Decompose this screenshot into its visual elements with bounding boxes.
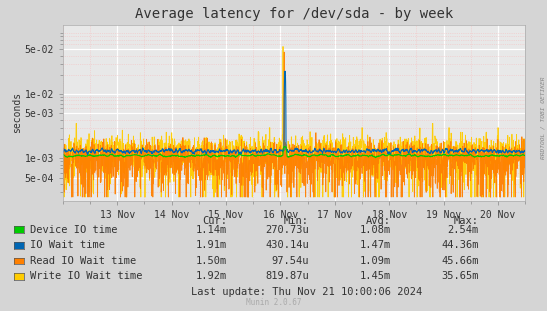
Text: 270.73u: 270.73u xyxy=(265,225,309,235)
Text: Max:: Max: xyxy=(453,216,479,226)
Text: 1.91m: 1.91m xyxy=(196,240,227,250)
Text: Write IO Wait time: Write IO Wait time xyxy=(30,272,143,281)
Text: Device IO time: Device IO time xyxy=(30,225,118,235)
Text: 1.50m: 1.50m xyxy=(196,256,227,266)
Text: Min:: Min: xyxy=(284,216,309,226)
Text: Cur:: Cur: xyxy=(202,216,227,226)
Text: Munin 2.0.67: Munin 2.0.67 xyxy=(246,298,301,307)
Text: 44.36m: 44.36m xyxy=(441,240,479,250)
Text: 1.47m: 1.47m xyxy=(360,240,391,250)
Text: 430.14u: 430.14u xyxy=(265,240,309,250)
Text: 2.54m: 2.54m xyxy=(447,225,479,235)
Y-axis label: seconds: seconds xyxy=(11,92,22,133)
Text: Avg:: Avg: xyxy=(366,216,391,226)
Text: 819.87u: 819.87u xyxy=(265,272,309,281)
Text: 97.54u: 97.54u xyxy=(271,256,309,266)
Text: 1.08m: 1.08m xyxy=(360,225,391,235)
Text: 1.14m: 1.14m xyxy=(196,225,227,235)
Text: 1.92m: 1.92m xyxy=(196,272,227,281)
Text: RRDTOOL / TOBI OETIKER: RRDTOOL / TOBI OETIKER xyxy=(540,77,545,160)
Text: Last update: Thu Nov 21 10:00:06 2024: Last update: Thu Nov 21 10:00:06 2024 xyxy=(191,287,422,297)
Text: 1.09m: 1.09m xyxy=(360,256,391,266)
Title: Average latency for /dev/sda - by week: Average latency for /dev/sda - by week xyxy=(135,7,453,21)
Text: 45.66m: 45.66m xyxy=(441,256,479,266)
Text: IO Wait time: IO Wait time xyxy=(30,240,105,250)
Text: Read IO Wait time: Read IO Wait time xyxy=(30,256,136,266)
Text: 35.65m: 35.65m xyxy=(441,272,479,281)
Text: 1.45m: 1.45m xyxy=(360,272,391,281)
